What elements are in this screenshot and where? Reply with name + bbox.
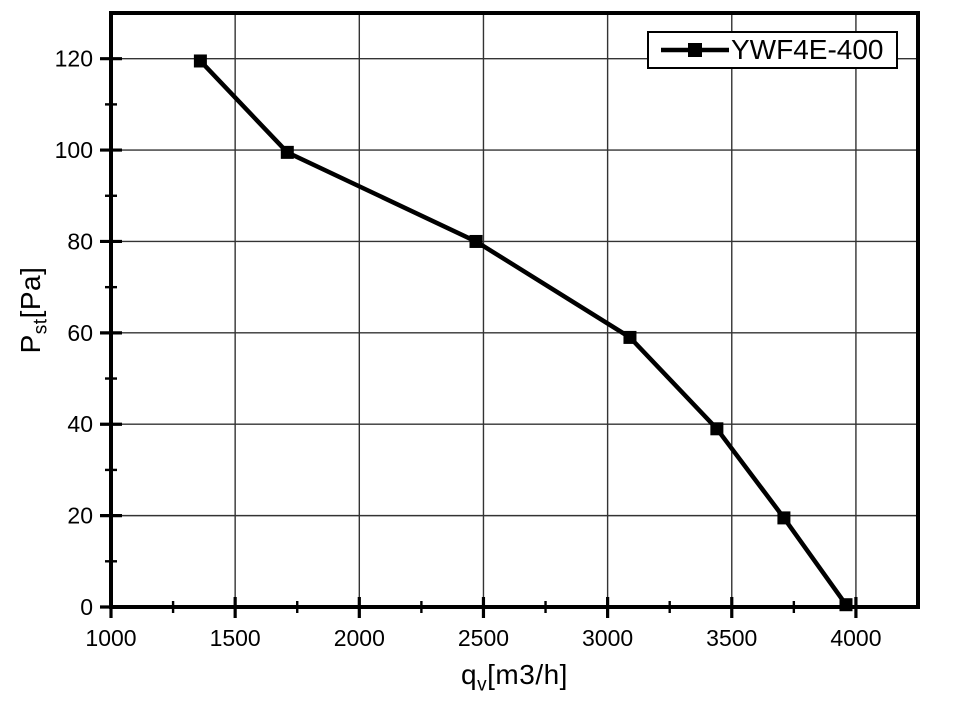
data-point-marker: [777, 511, 791, 525]
x-tick-label: 3500: [706, 625, 757, 651]
legend-series-label: YWF4E-400: [731, 34, 884, 65]
x-axis-title-unit: [m3/h]: [487, 659, 568, 690]
x-axis-title-symbol: q: [461, 659, 478, 690]
data-point-marker: [710, 422, 724, 436]
legend-box: YWF4E-400: [647, 31, 898, 69]
data-point-marker: [193, 54, 207, 68]
x-axis-title: qv[m3/h]: [111, 659, 918, 695]
x-tick-label: 4000: [830, 625, 881, 651]
x-tick-label: 3000: [582, 625, 633, 651]
x-tick-label: 1000: [85, 625, 136, 651]
y-tick-label: 120: [55, 46, 93, 72]
y-axis-title-symbol: P: [15, 334, 46, 354]
data-point-marker: [839, 598, 853, 612]
y-tick-label: 20: [67, 503, 93, 529]
y-axis-title-subscript: st: [30, 318, 52, 335]
plot-frame: [109, 11, 920, 609]
y-tick-label: 100: [55, 137, 93, 163]
y-tick-label: 40: [67, 411, 93, 437]
data-point-marker: [280, 145, 294, 159]
y-axis-title: Pst[Pa]: [15, 266, 52, 354]
x-tick-label: 2000: [334, 625, 385, 651]
legend-line-marker-icon: [661, 43, 729, 57]
data-point-marker: [469, 234, 483, 248]
x-axis-title-subscript: v: [477, 674, 488, 696]
y-tick-label: 0: [80, 594, 93, 620]
y-tick-label: 60: [67, 320, 93, 346]
x-tick-label: 2500: [458, 625, 509, 651]
y-axis-title-unit: [Pa]: [15, 266, 46, 319]
data-point-marker: [623, 330, 637, 344]
y-tick-label: 80: [67, 228, 93, 254]
x-tick-label: 1500: [210, 625, 261, 651]
